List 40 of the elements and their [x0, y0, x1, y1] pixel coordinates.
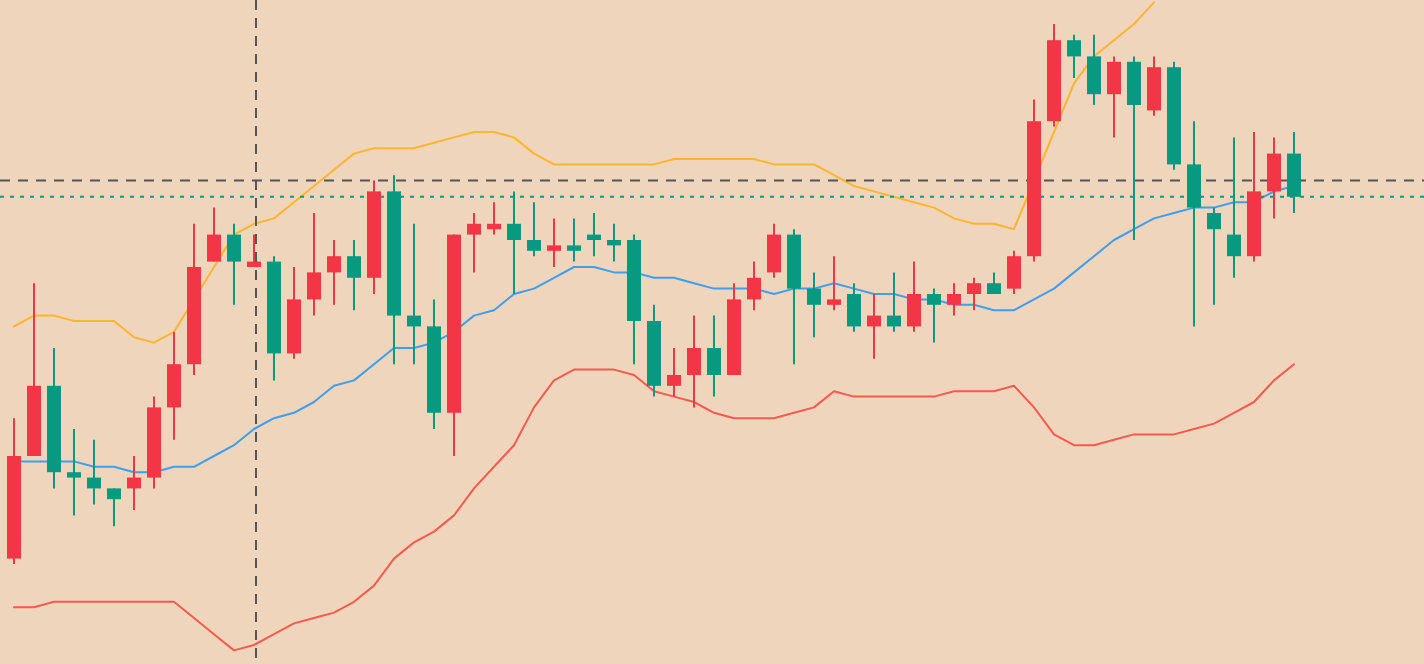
candlestick: [1267, 136, 1281, 220]
candlestick: [747, 260, 761, 312]
candlestick: [1147, 55, 1161, 117]
candlestick: [1207, 206, 1221, 306]
candlestick: [867, 293, 881, 360]
candlestick: [607, 222, 621, 263]
candlestick: [247, 233, 261, 268]
candlestick: [807, 271, 821, 339]
candlestick: [227, 222, 241, 306]
candlestick: [687, 314, 701, 409]
candlestick: [1007, 249, 1021, 295]
candlestick: [67, 428, 81, 517]
candlestick: [127, 455, 141, 511]
candlestick: [587, 212, 601, 258]
candlestick: [1067, 33, 1081, 79]
candlestick: [407, 222, 421, 366]
candlestick: [527, 201, 541, 258]
candlestick: [1107, 55, 1121, 139]
candlestick: [887, 271, 901, 333]
candlestick: [87, 438, 101, 506]
candlestick: [327, 239, 341, 306]
candlestick: [1087, 33, 1101, 106]
candlestick: [347, 239, 361, 312]
candlestick: [767, 222, 781, 279]
candlestick: [907, 260, 921, 333]
candlestick: [467, 212, 481, 274]
candlestick: [967, 276, 981, 312]
candlestick: [847, 282, 861, 333]
candlestick: [107, 487, 121, 528]
candlestick: [947, 282, 961, 317]
candlestick: [307, 212, 321, 317]
candlestick: [667, 347, 681, 398]
candlestick: [827, 255, 841, 312]
candlestick: [707, 314, 721, 398]
candlestick: [547, 217, 561, 268]
candlestick: [567, 217, 581, 263]
candlestick: [167, 330, 181, 441]
candlestick: [927, 287, 941, 344]
candlestick: [207, 206, 221, 263]
candlestick: [487, 201, 501, 236]
